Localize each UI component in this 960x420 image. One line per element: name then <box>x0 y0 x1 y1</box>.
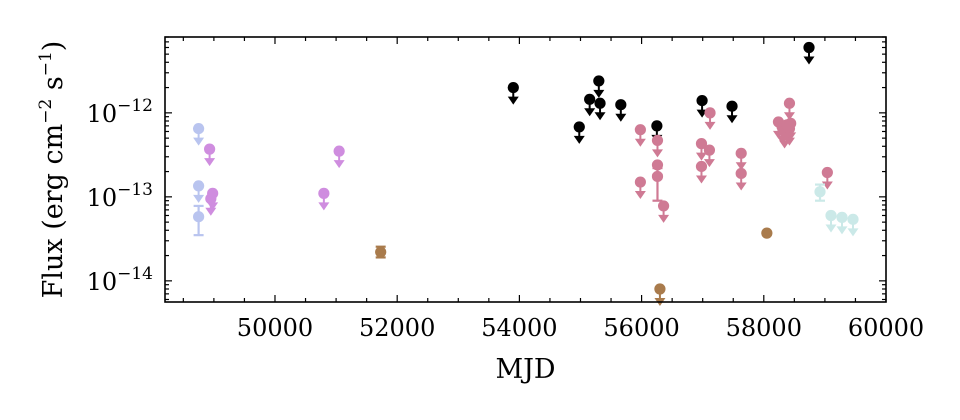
y-label-base: Flux (erg cm <box>38 124 69 299</box>
upper-limit-arrow <box>204 158 216 167</box>
y-tick-label: 10−13 <box>87 180 153 212</box>
data-point <box>193 211 205 223</box>
data-point <box>375 246 387 258</box>
upper-limit-arrow <box>634 138 646 147</box>
x-tick-labels: 50000 52000 54000 56000 58000 60000 <box>237 314 924 342</box>
upper-limit-arrow <box>507 96 519 105</box>
x-tick-label: 52000 <box>359 314 435 342</box>
data-point <box>785 117 797 129</box>
data-point <box>193 122 205 135</box>
data-point <box>836 211 848 223</box>
data-point <box>205 193 217 205</box>
upper-limit-arrow <box>779 140 791 149</box>
data-point <box>634 124 646 136</box>
upper-limit-arrow <box>594 112 606 121</box>
upper-limit-arrow <box>735 162 747 171</box>
x-axis-label: MJD <box>495 354 555 385</box>
y-axis-label: Flux (erg cm−2 s−1) <box>36 41 69 299</box>
y-label-mid: s <box>38 76 69 98</box>
data-marks <box>193 41 859 306</box>
data-point <box>204 143 216 155</box>
upper-limit-arrow <box>584 108 596 117</box>
x-tick-label: 56000 <box>603 314 679 342</box>
upper-limit-arrow <box>193 194 205 203</box>
upper-limit-arrow <box>704 121 716 130</box>
y-tick-label: 10−12 <box>87 96 153 128</box>
upper-limit-arrow <box>847 228 859 237</box>
data-point <box>634 176 646 188</box>
data-point <box>761 227 773 239</box>
upper-limit-arrow <box>205 207 217 216</box>
upper-limit-arrow <box>735 182 747 191</box>
upper-limit-arrow <box>658 214 670 223</box>
data-point <box>657 200 670 212</box>
data-point <box>594 97 606 109</box>
upper-limit-arrow <box>634 191 646 200</box>
upper-limit-arrow <box>615 113 627 122</box>
x-tick-label: 50000 <box>237 314 313 342</box>
data-point <box>593 75 605 87</box>
upper-limit-arrow <box>695 152 707 161</box>
upper-limit-arrow <box>695 175 707 184</box>
data-point <box>584 93 596 105</box>
data-point <box>825 209 837 222</box>
y-label-exp2: −1 <box>36 51 56 76</box>
data-point <box>193 180 205 192</box>
upper-limit-arrow <box>651 149 663 158</box>
data-point <box>821 166 833 179</box>
data-point <box>695 160 708 173</box>
upper-limit-arrow <box>783 112 795 121</box>
data-point <box>803 41 815 54</box>
data-point <box>573 121 585 133</box>
plot-frame <box>164 36 887 303</box>
data-point <box>704 107 716 119</box>
upper-limit-arrow <box>825 224 837 233</box>
data-point <box>726 100 738 112</box>
upper-limit-arrow <box>726 115 738 124</box>
upper-limit-arrow <box>193 137 205 146</box>
upper-limit-arrow <box>785 132 797 141</box>
upper-limit-arrow <box>593 89 605 98</box>
upper-limit-arrow <box>836 226 848 235</box>
axis-ticks <box>165 36 887 302</box>
data-point <box>735 147 747 159</box>
x-tick-label: 58000 <box>726 314 802 342</box>
upper-limit-arrow <box>573 135 585 144</box>
data-point <box>696 94 708 107</box>
data-point <box>507 81 519 94</box>
upper-limit-arrow <box>783 137 795 146</box>
x-tick-label: 60000 <box>848 314 924 342</box>
y-label-exp1: −2 <box>36 99 56 124</box>
data-point <box>333 145 345 157</box>
y-tick-labels: 10−14 10−13 10−12 <box>87 96 153 296</box>
upper-limit-arrow <box>333 160 345 169</box>
upper-limit-arrow <box>803 56 815 65</box>
data-point <box>318 187 330 199</box>
data-point <box>651 170 664 183</box>
upper-limit-arrow <box>318 202 330 211</box>
data-point <box>814 186 826 198</box>
data-point <box>703 144 716 156</box>
data-point <box>695 138 708 150</box>
x-tick-label: 54000 <box>481 314 557 342</box>
y-tick-label: 10−14 <box>87 264 153 296</box>
y-label-end: ) <box>38 41 69 52</box>
data-point <box>783 97 796 109</box>
data-point <box>654 283 666 295</box>
data-point <box>735 167 747 180</box>
data-point <box>847 213 859 225</box>
data-point <box>615 99 627 111</box>
data-point <box>651 120 663 132</box>
data-point <box>651 134 664 146</box>
upper-limit-arrow <box>703 159 715 168</box>
